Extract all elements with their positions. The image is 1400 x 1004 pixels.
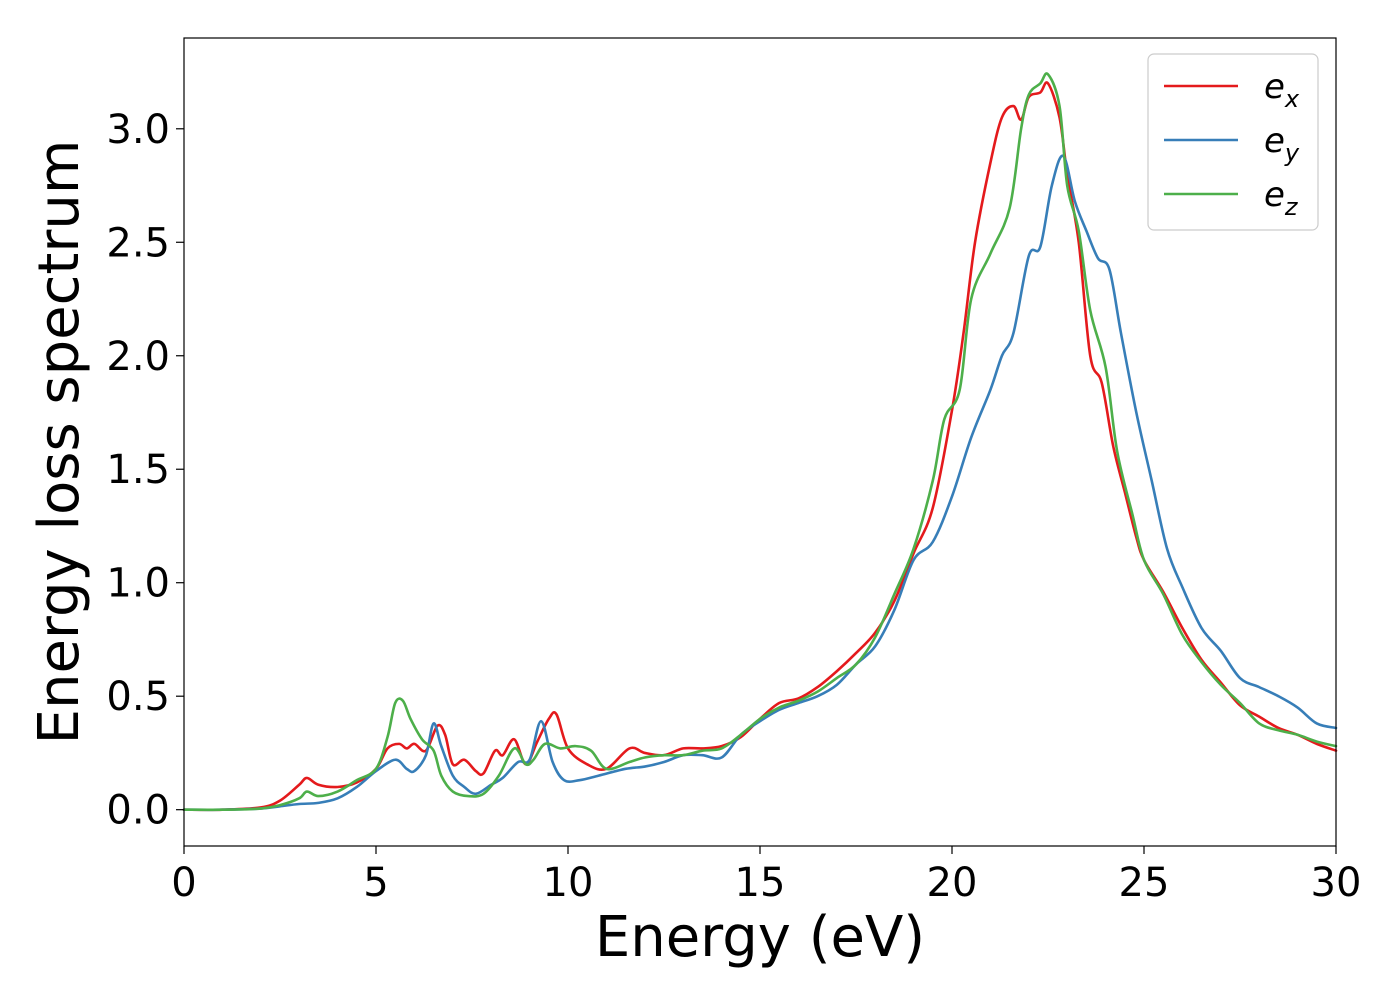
x-axis: 0 5 10 15 20 25 30: [171, 846, 1361, 906]
legend-label-e-z: ez: [1264, 175, 1299, 221]
x-tick-label: 15: [735, 860, 786, 906]
legend: ex ey ez: [1147, 53, 1319, 231]
y-axis: 0.0 0.5 1.0 1.5 2.0 2.5 3.0: [106, 107, 184, 834]
x-tick-label: 20: [927, 860, 978, 906]
legend-box: [1147, 53, 1319, 231]
y-tick-label: 0.5: [106, 674, 170, 720]
y-tick-label: 1.5: [106, 447, 170, 493]
x-axis-label: Energy (eV): [595, 905, 925, 970]
x-tick-label: 0: [171, 860, 196, 906]
y-tick-label: 0.0: [106, 788, 170, 834]
series-line-e-z: [182, 72, 1338, 812]
series-layer: [182, 72, 1338, 812]
y-axis-label: Energy loss spectrum: [27, 140, 92, 745]
y-tick-label: 3.0: [106, 107, 170, 153]
series-line-e-y: [182, 154, 1338, 812]
legend-label-e-x: ex: [1264, 67, 1300, 113]
legend-label-e-y: ey: [1264, 121, 1300, 167]
legend-items: ex ey ez: [1164, 67, 1300, 221]
x-tick-label: 25: [1119, 860, 1170, 906]
y-tick-label: 1.0: [106, 561, 170, 607]
x-tick-label: 10: [543, 860, 594, 906]
y-tick-label: 2.5: [106, 220, 170, 266]
series-line-e-x: [182, 81, 1338, 812]
x-tick-label: 30: [1311, 860, 1362, 906]
x-tick-label: 5: [363, 860, 388, 906]
y-tick-label: 2.0: [106, 334, 170, 380]
